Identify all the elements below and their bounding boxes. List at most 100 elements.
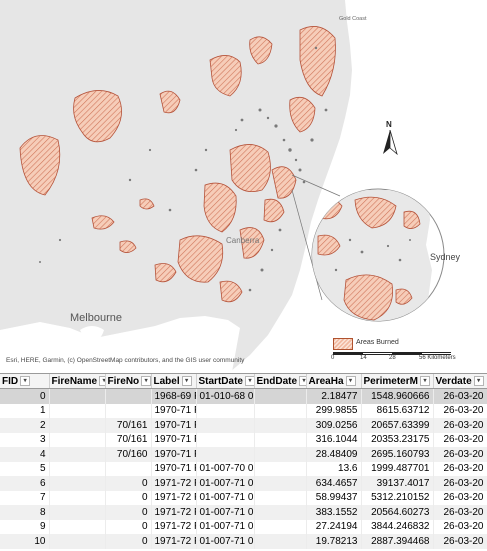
table-cell-firename[interactable]	[49, 519, 106, 534]
table-cell-enddate[interactable]	[254, 388, 307, 404]
table-cell-label[interactable]: 1971-72 P	[151, 476, 197, 491]
table-cell-label[interactable]: 1970-71 Prescribed Burn	[151, 447, 197, 462]
table-cell-perimeterm[interactable]: 20657.63399	[361, 418, 434, 433]
column-header-enddate[interactable]: EndDate ▾	[254, 374, 307, 389]
table-cell-fireno[interactable]	[105, 388, 152, 404]
table-cell-startdate[interactable]: 01-007-71 0:00:00	[196, 490, 255, 505]
table-cell-label[interactable]: 1971-72 P	[151, 490, 197, 505]
table-cell-fid[interactable]: 8	[0, 505, 50, 520]
table-cell-firename[interactable]	[49, 490, 106, 505]
table-cell-perimeterm[interactable]: 20353.23175	[361, 432, 434, 447]
table-cell-firename[interactable]	[49, 418, 106, 433]
table-cell-fireno[interactable]	[105, 461, 152, 476]
table-cell-verdate[interactable]: 26-03-20	[433, 534, 487, 549]
table-cell-fireno[interactable]: 0	[105, 505, 152, 520]
table-cell-fireno[interactable]: 70/161	[105, 418, 152, 433]
table-cell-verdate[interactable]: 26-03-20	[433, 418, 487, 433]
table-cell-fid[interactable]: 4	[0, 447, 50, 462]
table-cell-areaha[interactable]: 383.1552	[306, 505, 362, 520]
table-cell-startdate[interactable]	[196, 418, 255, 433]
column-header-perimeterm[interactable]: PerimeterM ▾	[361, 374, 434, 389]
table-cell-fireno[interactable]: 0	[105, 519, 152, 534]
table-cell-verdate[interactable]: 26-03-20	[433, 519, 487, 534]
table-cell-verdate[interactable]: 26-03-20	[433, 461, 487, 476]
sort-dropdown-icon[interactable]: ▾	[99, 375, 104, 386]
table-cell-startdate[interactable]	[196, 403, 255, 418]
sort-dropdown-icon[interactable]: ▾	[244, 375, 253, 386]
column-header-label[interactable]: Label ▾	[151, 374, 197, 389]
table-cell-fid[interactable]: 9	[0, 519, 50, 534]
table-cell-fid[interactable]: 5	[0, 461, 50, 476]
table-cell-areaha[interactable]: 2.18477	[306, 388, 362, 404]
table-cell-fid[interactable]: 6	[0, 476, 50, 491]
table-cell-perimeterm[interactable]: 2695.160793	[361, 447, 434, 462]
map-view[interactable]: Gold Coast Canberra Melbourne Sydney N A…	[0, 0, 487, 372]
table-cell-fireno[interactable]: 0	[105, 490, 152, 505]
table-cell-areaha[interactable]: 634.4657	[306, 476, 362, 491]
table-cell-enddate[interactable]	[254, 403, 307, 418]
sort-dropdown-icon[interactable]: ▾	[419, 375, 430, 386]
column-header-fireno[interactable]: FireNo ▾	[105, 374, 152, 389]
table-cell-verdate[interactable]: 26-03-20	[433, 476, 487, 491]
table-cell-areaha[interactable]: 316.1044	[306, 432, 362, 447]
table-cell-label[interactable]: 1971-72 P	[151, 519, 197, 534]
column-header-areaha[interactable]: AreaHa ▾	[306, 374, 362, 389]
table-cell-label[interactable]: 1971-72 P	[151, 505, 197, 520]
table-cell-fireno[interactable]: 0	[105, 476, 152, 491]
table-cell-fireno[interactable]: 70/161	[105, 432, 152, 447]
table-cell-fireno[interactable]: 70/160	[105, 447, 152, 462]
map-canvas[interactable]	[0, 0, 487, 372]
table-cell-fid[interactable]: 1	[0, 403, 50, 418]
table-row[interactable]: 5 1970-71 P01-007-70 0:00:00 13.61999.4877…	[0, 461, 487, 476]
table-cell-firename[interactable]	[49, 461, 106, 476]
table-cell-firename[interactable]	[49, 476, 106, 491]
table-cell-verdate[interactable]: 26-03-20	[433, 447, 487, 462]
table-cell-startdate[interactable]: 01-007-71 0:00:00	[196, 534, 255, 549]
table-cell-areaha[interactable]: 28.48409	[306, 447, 362, 462]
table-cell-fid[interactable]: 0	[0, 388, 50, 404]
table-cell-areaha[interactable]: 58.99437	[306, 490, 362, 505]
table-cell-perimeterm[interactable]: 39137.4017	[361, 476, 434, 491]
table-cell-enddate[interactable]	[254, 490, 307, 505]
table-cell-fireno[interactable]: 0	[105, 534, 152, 549]
table-cell-label[interactable]: 1968-69 P	[151, 388, 197, 404]
column-header-firename[interactable]: FireName▾	[49, 374, 106, 389]
table-cell-perimeterm[interactable]: 1999.487701	[361, 461, 434, 476]
table-cell-label[interactable]: 1970-71 Prescribed Burn	[151, 403, 197, 418]
sort-dropdown-icon[interactable]: ▾	[473, 375, 484, 386]
table-cell-firename[interactable]	[49, 388, 106, 404]
table-cell-firename[interactable]	[49, 432, 106, 447]
table-cell-verdate[interactable]: 26-03-20	[433, 388, 487, 404]
table-cell-firename[interactable]	[49, 447, 106, 462]
table-cell-perimeterm[interactable]: 5312.210152	[361, 490, 434, 505]
column-header-fid[interactable]: FID ▾	[0, 374, 50, 389]
table-cell-enddate[interactable]	[254, 432, 307, 447]
table-cell-verdate[interactable]: 26-03-20	[433, 403, 487, 418]
table-cell-verdate[interactable]: 26-03-20	[433, 490, 487, 505]
table-cell-startdate[interactable]: 01-007-71 0:00:00	[196, 505, 255, 520]
table-cell-enddate[interactable]	[254, 476, 307, 491]
table-cell-firename[interactable]	[49, 505, 106, 520]
table-cell-perimeterm[interactable]: 1548.960666	[361, 388, 434, 404]
table-cell-enddate[interactable]	[254, 418, 307, 433]
table-cell-startdate[interactable]	[196, 432, 255, 447]
sort-dropdown-icon[interactable]: ▾	[345, 375, 356, 386]
sort-dropdown-icon[interactable]: ▾	[20, 375, 31, 386]
table-cell-enddate[interactable]	[254, 447, 307, 462]
sort-dropdown-icon[interactable]: ▾	[181, 375, 192, 386]
table-cell-firename[interactable]	[49, 534, 106, 549]
table-cell-enddate[interactable]	[254, 461, 307, 476]
table-cell-startdate[interactable]: 01-007-70 0:00:00	[196, 461, 255, 476]
table-cell-perimeterm[interactable]: 20564.60273	[361, 505, 434, 520]
table-cell-startdate[interactable]: 01-007-71 0:00:00	[196, 476, 255, 491]
table-cell-startdate[interactable]	[196, 447, 255, 462]
table-cell-verdate[interactable]: 26-03-20	[433, 505, 487, 520]
table-cell-perimeterm[interactable]: 3844.246832	[361, 519, 434, 534]
table-cell-areaha[interactable]: 19.78213	[306, 534, 362, 549]
